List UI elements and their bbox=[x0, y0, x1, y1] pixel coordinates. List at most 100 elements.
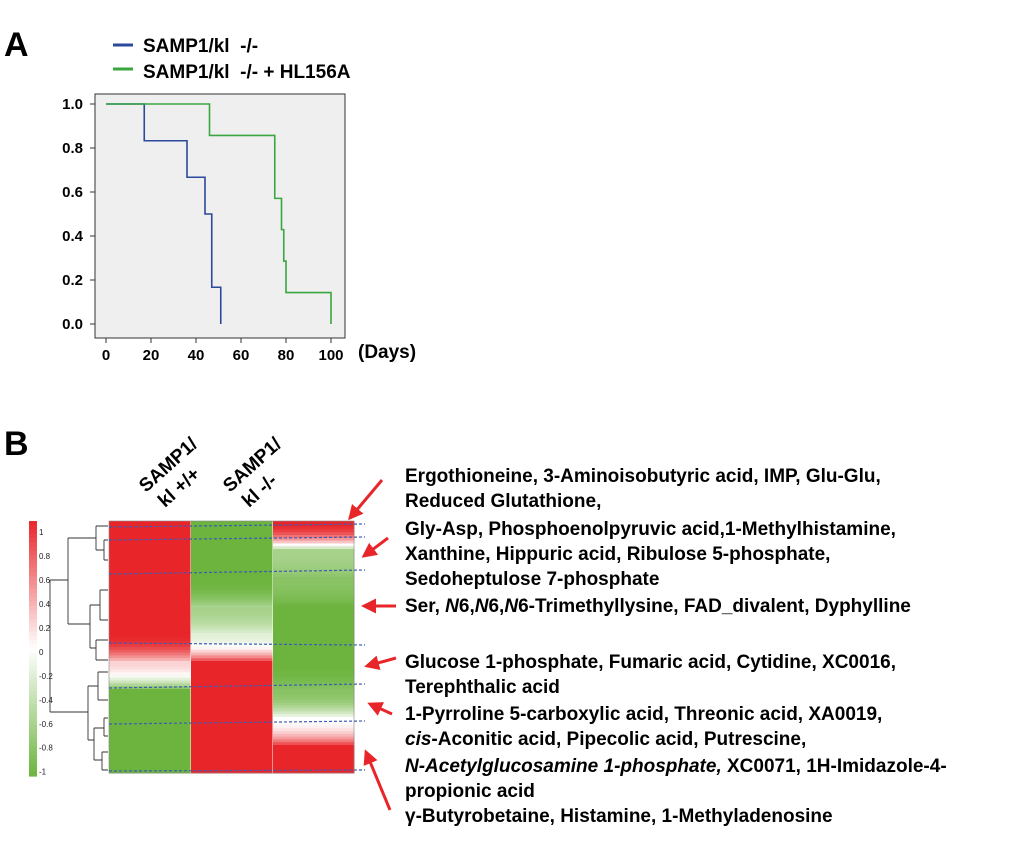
heatmap-cell bbox=[273, 526, 355, 530]
colorbar-segment bbox=[29, 631, 37, 637]
heatmap-cell bbox=[191, 759, 273, 763]
heatmap-cell bbox=[109, 551, 191, 556]
heatmap-cell bbox=[191, 745, 273, 749]
colorbar-segment bbox=[29, 720, 37, 726]
heatmap-cell bbox=[109, 733, 191, 738]
heatmap-cell bbox=[191, 739, 273, 743]
heatmap-cell bbox=[273, 691, 355, 696]
dendrogram-branch bbox=[49, 579, 88, 713]
heatmap-cell bbox=[109, 680, 191, 684]
dendrogram-branch bbox=[95, 525, 108, 561]
heatmap-cell bbox=[273, 610, 355, 614]
heatmap-cell bbox=[273, 764, 355, 768]
heatmap-cell bbox=[273, 759, 355, 763]
metabolite-arrows bbox=[348, 479, 397, 811]
colorbar-segment bbox=[29, 542, 37, 548]
colorbar-segment bbox=[29, 750, 37, 756]
colorbar-segment bbox=[29, 716, 37, 722]
heatmap-cell bbox=[109, 655, 191, 659]
heatmap-cell bbox=[191, 554, 273, 558]
metabolite-line: Xanthine, Hippuric acid, Ribulose 5-phos… bbox=[405, 544, 830, 565]
survival-x-axis: 0 20 40 60 80 100 bbox=[102, 338, 344, 364]
heatmap-cell bbox=[191, 719, 273, 724]
metabolite-text-segment: 1-Pyrroline 5-carboxylic acid, Threonic … bbox=[405, 704, 882, 725]
metabolite-text-segment: XC0071, 1H-Imidazole-4- bbox=[722, 756, 947, 777]
heatmap-cell bbox=[191, 697, 273, 701]
heatmap-cell bbox=[273, 593, 355, 598]
metabolite-text-segment: Sedoheptulose 7-phosphate bbox=[405, 569, 659, 590]
colorbar-tick-label: -0.2 bbox=[39, 672, 53, 681]
metabolite-text-segment: 6-Trimethyllysine, FAD_divalent, Dyphyll… bbox=[518, 596, 911, 617]
heatmap-cell bbox=[191, 521, 273, 525]
heatmap-cell bbox=[109, 635, 191, 640]
colorbar-segment bbox=[29, 742, 37, 747]
heatmap-cell bbox=[191, 703, 273, 707]
heatmap-cell bbox=[273, 599, 355, 603]
heatmap-cell bbox=[109, 742, 191, 746]
heatmap-cell bbox=[273, 663, 355, 668]
heatmap-cell bbox=[191, 669, 273, 673]
heatmap-cell bbox=[191, 596, 273, 600]
metabolite-text-segment: -Aconitic acid, Pipecolic acid, Putresci… bbox=[431, 729, 806, 750]
metabolite-text-segment: 6, bbox=[488, 596, 504, 617]
heatmap-cell bbox=[109, 649, 191, 654]
metabolite-text-segment: Ser, bbox=[405, 596, 445, 617]
colorbar-segment bbox=[29, 767, 37, 773]
heatmap-cell bbox=[109, 619, 191, 623]
heatmap-cell bbox=[191, 736, 273, 740]
heatmap-cell bbox=[191, 672, 273, 676]
heatmap-cell bbox=[109, 521, 191, 525]
heatmap-cell bbox=[191, 658, 273, 662]
panel-a-letter: A bbox=[4, 26, 29, 64]
heatmap-cell bbox=[191, 619, 273, 623]
colorbar-segment bbox=[29, 618, 37, 624]
heatmap-cell bbox=[109, 638, 191, 642]
heatmap-cell bbox=[273, 770, 355, 774]
metabolite-line: Gly-Asp, Phosphoenolpyruvic acid,1-Methy… bbox=[405, 519, 896, 540]
heatmap-cell bbox=[273, 731, 355, 735]
colorbar-segment bbox=[29, 550, 37, 556]
metabolite-text-segment: Terephthalic acid bbox=[405, 677, 560, 698]
heatmap-cell bbox=[273, 686, 355, 690]
heatmap-cell bbox=[273, 722, 355, 726]
heatmap-cell bbox=[191, 593, 273, 598]
metabolite-line: Ser, N6,N6,N6-Trimethyllysine, FAD_dival… bbox=[405, 596, 911, 617]
dendrogram-branch bbox=[89, 589, 108, 661]
heatmap-cell bbox=[109, 663, 191, 668]
heatmap-cell bbox=[191, 607, 273, 612]
heatmap-cell bbox=[191, 633, 273, 637]
arrow-6 bbox=[363, 749, 392, 811]
heatmap-cell bbox=[109, 574, 191, 578]
heatmap-cell bbox=[273, 543, 355, 547]
heatmap-cell bbox=[273, 672, 355, 676]
heatmap-cell bbox=[109, 717, 191, 721]
heatmap-cell bbox=[191, 686, 273, 690]
y-tick-label: 0.8 bbox=[62, 140, 83, 157]
metabolite-line: cis-Aconitic acid, Pipecolic acid, Putre… bbox=[405, 729, 806, 750]
heatmap-cell bbox=[273, 719, 355, 724]
heatmap-cell bbox=[273, 633, 355, 637]
heatmap-cell bbox=[191, 722, 273, 726]
arrow-4 bbox=[364, 655, 397, 671]
x-tick-label: 100 bbox=[318, 347, 343, 364]
heatmap-cell bbox=[109, 616, 191, 620]
colorbar-segment bbox=[29, 661, 37, 667]
heatmap-cell bbox=[273, 666, 355, 670]
heatmap-cell bbox=[273, 635, 355, 640]
colorbar-segment bbox=[29, 678, 37, 684]
heatmap-cell bbox=[273, 554, 355, 558]
heatmap-cell bbox=[273, 694, 355, 698]
heatmap-cell bbox=[273, 532, 355, 536]
colorbar-tick-label: 0 bbox=[39, 648, 44, 657]
heatmap-cell bbox=[191, 610, 273, 614]
heatmap-cell bbox=[191, 649, 273, 654]
heatmap-cell bbox=[273, 549, 355, 553]
survival-y-axis: 1.0 0.8 0.6 0.4 0.2 0.0 bbox=[62, 96, 95, 333]
metabolite-text-segment: Ergothioneine, 3-Aminoisobutyric acid, I… bbox=[405, 466, 881, 487]
heatmap-cell bbox=[273, 736, 355, 740]
heatmap-cell bbox=[273, 675, 355, 679]
colorbar-segment bbox=[29, 567, 37, 573]
heatmap-cell bbox=[109, 607, 191, 612]
cluster-boundary-line bbox=[108, 642, 366, 646]
